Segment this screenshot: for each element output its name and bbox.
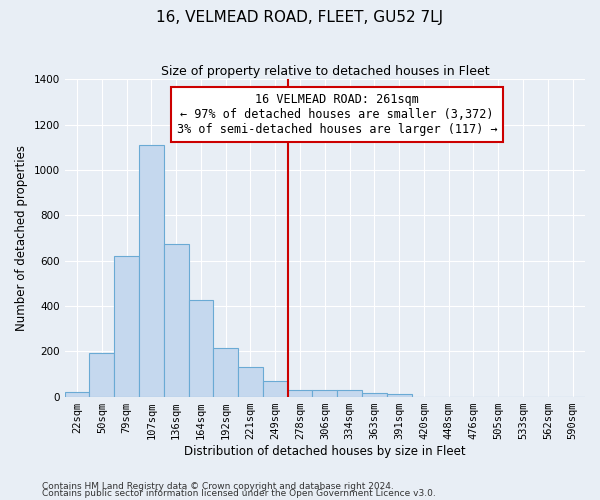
Bar: [139, 145, 164, 397]
Bar: [362, 392, 387, 396]
X-axis label: Distribution of detached houses by size in Fleet: Distribution of detached houses by size …: [184, 444, 466, 458]
Bar: [313, 390, 337, 396]
Text: Contains public sector information licensed under the Open Government Licence v3: Contains public sector information licen…: [42, 490, 436, 498]
Bar: [263, 381, 287, 396]
Title: Size of property relative to detached houses in Fleet: Size of property relative to detached ho…: [161, 65, 489, 78]
Bar: [214, 348, 238, 397]
Bar: [188, 300, 214, 396]
Bar: [89, 353, 114, 397]
Bar: [287, 390, 313, 396]
Bar: [238, 367, 263, 396]
Bar: [65, 392, 89, 396]
Y-axis label: Number of detached properties: Number of detached properties: [15, 145, 28, 331]
Bar: [114, 256, 139, 396]
Text: 16 VELMEAD ROAD: 261sqm
← 97% of detached houses are smaller (3,372)
3% of semi-: 16 VELMEAD ROAD: 261sqm ← 97% of detache…: [177, 93, 497, 136]
Text: 16, VELMEAD ROAD, FLEET, GU52 7LJ: 16, VELMEAD ROAD, FLEET, GU52 7LJ: [157, 10, 443, 25]
Bar: [387, 394, 412, 396]
Bar: [164, 244, 188, 396]
Text: Contains HM Land Registry data © Crown copyright and database right 2024.: Contains HM Land Registry data © Crown c…: [42, 482, 394, 491]
Bar: [337, 390, 362, 396]
